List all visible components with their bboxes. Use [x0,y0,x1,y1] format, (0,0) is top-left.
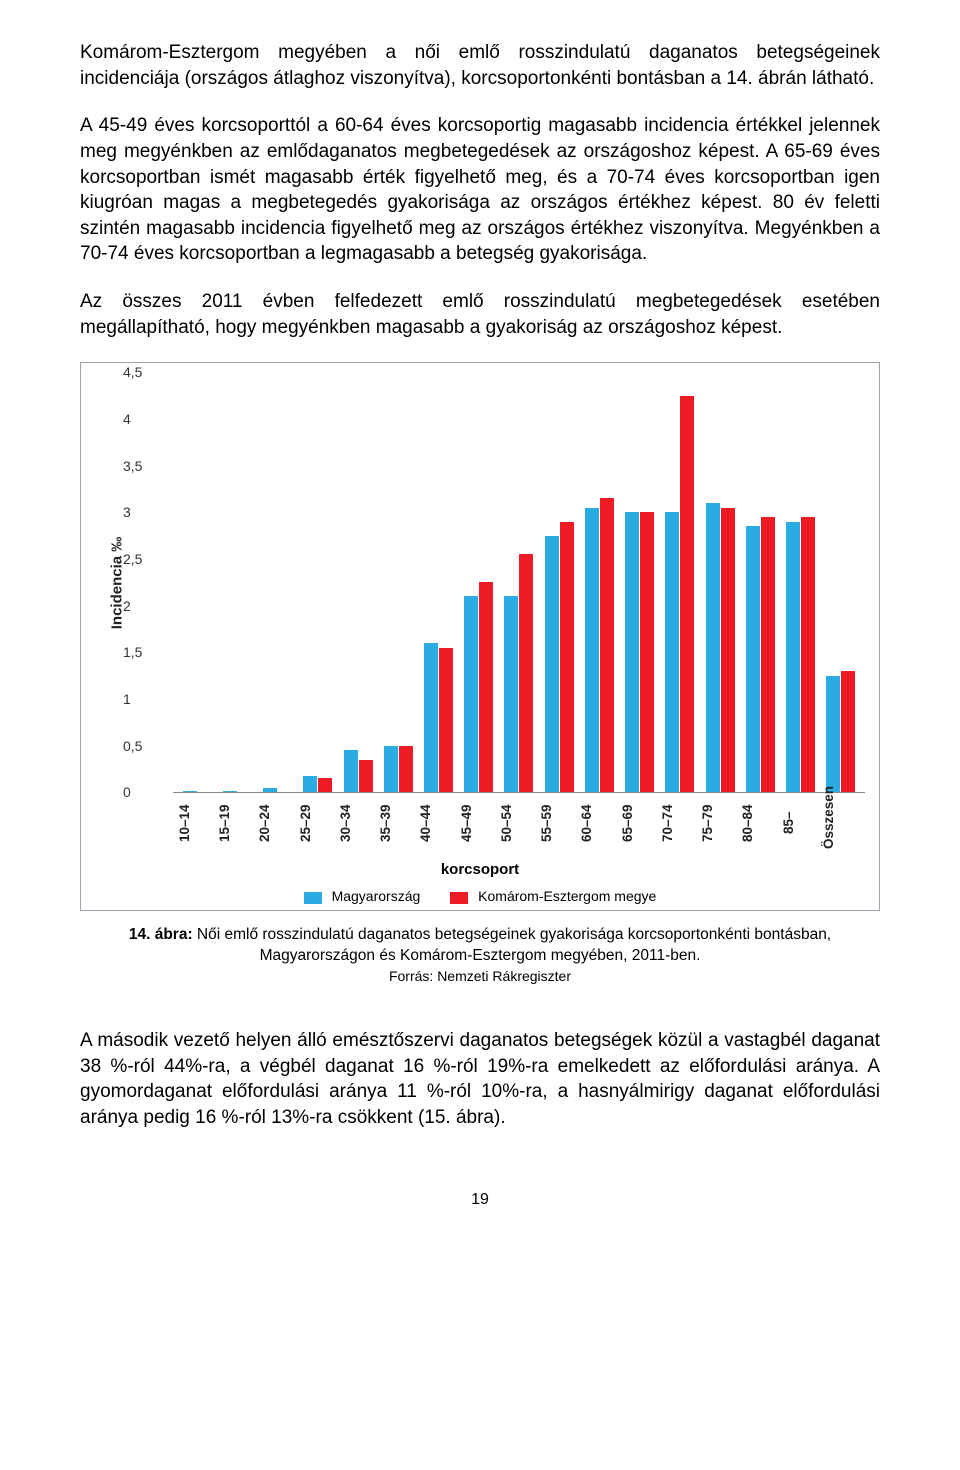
bar [545,536,559,793]
x-tick: 30–34 [338,797,378,855]
bar [640,512,654,792]
bar [424,643,438,792]
caption-text: Női emlő rosszindulatú daganatos betegsé… [193,926,832,964]
legend-item: Magyarország [304,888,421,904]
bar [786,522,800,793]
bar-group [418,373,458,792]
x-axis-label: korcsoport [95,861,865,878]
paragraph-3: Az összes 2011 évben felfedezett emlő ro… [80,289,880,340]
bar [706,503,720,792]
paragraph-2: A 45-49 éves korcsoporttól a 60-64 éves … [80,113,880,267]
x-tick: 75–79 [700,797,740,855]
bar [318,778,332,792]
bar-group [338,373,378,792]
y-tick: 4 [123,411,131,427]
page-number: 19 [80,1191,880,1209]
bar [625,512,639,792]
bar [746,526,760,792]
bar [464,596,478,792]
x-tick: 70–74 [660,797,700,855]
bar [519,554,533,792]
legend: Magyarország Komárom-Esztergom megye [95,888,865,904]
bar [344,750,358,792]
x-tick: 50–54 [499,797,539,855]
x-tick: 60–64 [579,797,619,855]
x-tick: 65–69 [620,797,660,855]
y-tick: 2,5 [123,551,142,567]
bar [761,517,775,792]
page: Komárom-Esztergom megyében a női emlő ro… [0,0,960,1229]
bar [384,746,398,793]
paragraph-4: A második vezető helyen álló emésztőszer… [80,1028,880,1131]
figure-caption: 14. ábra: Női emlő rosszindulatú daganat… [80,925,880,988]
bar [801,517,815,792]
bar-group [740,373,780,792]
bar [560,522,574,793]
bar-group [499,373,539,792]
bar [721,508,735,793]
bar [263,788,277,793]
legend-item: Komárom-Esztergom megye [450,888,656,904]
x-tick: 15–19 [217,797,257,855]
x-tick: 20–24 [257,797,297,855]
y-tick: 0 [123,784,131,800]
legend-swatch-county [450,892,468,904]
bar-group [298,373,338,792]
legend-label: Komárom-Esztergom megye [478,888,656,904]
bar [841,671,855,792]
caption-source: Forrás: Nemzeti Rákregiszter [389,968,571,984]
y-tick: 3 [123,504,131,520]
bar-group [378,373,418,792]
x-tick: 80–84 [740,797,780,855]
bar [359,760,373,793]
x-axis-ticks: 10–1415–1920–2425–2930–3435–3940–4445–49… [173,797,865,855]
bar-chart: Incidencia ‰ 00,511,522,533,544,5 10–141… [95,373,865,904]
bar [183,791,197,792]
bar [399,746,413,793]
x-tick: 85– [781,797,821,855]
caption-label: 14. ábra: [129,926,193,943]
y-tick: 1 [123,691,131,707]
x-tick: 55–59 [539,797,579,855]
bar-group [539,373,579,792]
bar-group [177,373,217,792]
bar [665,512,679,792]
x-tick: 10–14 [177,797,217,855]
bar-group [781,373,821,792]
bar-group [660,373,700,792]
bar-group [821,373,861,792]
bar [479,582,493,792]
x-tick: 45–49 [459,797,499,855]
bars-row [173,373,865,792]
x-tick: Összesen [821,797,861,855]
bar [504,596,518,792]
y-tick: 3,5 [123,458,142,474]
y-tick: 1,5 [123,644,142,660]
bar [223,791,237,793]
legend-swatch-hungary [304,892,322,904]
bar [826,676,840,793]
x-tick: 35–39 [378,797,418,855]
bar [439,648,453,793]
bar [600,498,614,792]
bar-group [217,373,257,792]
legend-label: Magyarország [332,888,421,904]
bar-group [579,373,619,792]
y-tick: 0,5 [123,738,142,754]
x-tick: 40–44 [418,797,458,855]
bar-group [459,373,499,792]
plot-area: Incidencia ‰ 00,511,522,533,544,5 [173,373,865,793]
bar-group [620,373,660,792]
y-tick: 4,5 [123,364,142,380]
chart-container: Incidencia ‰ 00,511,522,533,544,5 10–141… [80,362,880,911]
bar-group [700,373,740,792]
bar [585,508,599,793]
y-tick: 2 [123,598,131,614]
paragraph-1: Komárom-Esztergom megyében a női emlő ro… [80,40,880,91]
bar-group [257,373,297,792]
bar [303,776,317,793]
bar [680,396,694,793]
x-tick: 25–29 [298,797,338,855]
